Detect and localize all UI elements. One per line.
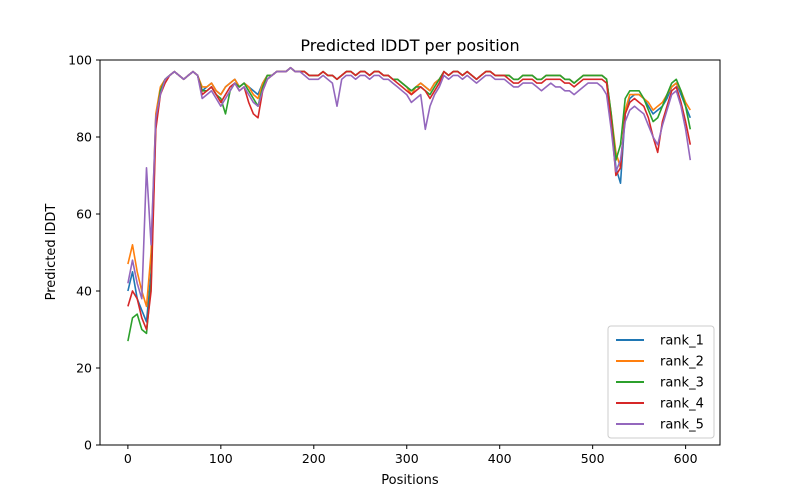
y-tick-label: 0 (84, 438, 92, 453)
legend-label-rank-3: rank_3 (660, 376, 704, 391)
y-tick-label: 20 (76, 361, 92, 376)
x-axis-label: Positions (381, 473, 439, 488)
plot-frame (99, 59, 721, 446)
y-tick-label: 60 (76, 207, 92, 222)
x-tick-label: 100 (209, 451, 233, 466)
legend-box (607, 325, 715, 439)
y-tick-label: 40 (76, 284, 92, 299)
y-tick-label: 80 (76, 130, 92, 145)
series-lines (127, 66, 692, 342)
x-tick-label: 200 (302, 451, 326, 466)
y-axis-label: Predicted lDDT (44, 204, 59, 301)
legend-label-rank-4: rank_4 (660, 397, 704, 412)
legend-label-rank-1: rank_1 (660, 334, 704, 349)
legend: rank_1 rank_2 rank_3 rank_4 rank_5 (607, 325, 715, 439)
y-axis-ticks: 0 20 40 60 80 100 (68, 53, 100, 453)
series-line-rank-4 (127, 66, 692, 331)
x-tick-label: 300 (395, 451, 419, 466)
chart-title: Predicted lDDT per position (300, 36, 519, 55)
y-tick-label: 100 (68, 53, 92, 68)
legend-label-rank-2: rank_2 (660, 355, 704, 370)
legend-label-rank-5: rank_5 (660, 418, 704, 433)
x-axis-ticks: 0 100 200 300 400 500 600 (124, 445, 698, 466)
x-tick-label: 400 (488, 451, 512, 466)
x-tick-label: 0 (124, 451, 132, 466)
x-tick-label: 600 (674, 451, 698, 466)
x-tick-label: 500 (581, 451, 605, 466)
series-line-rank-5 (127, 66, 692, 300)
